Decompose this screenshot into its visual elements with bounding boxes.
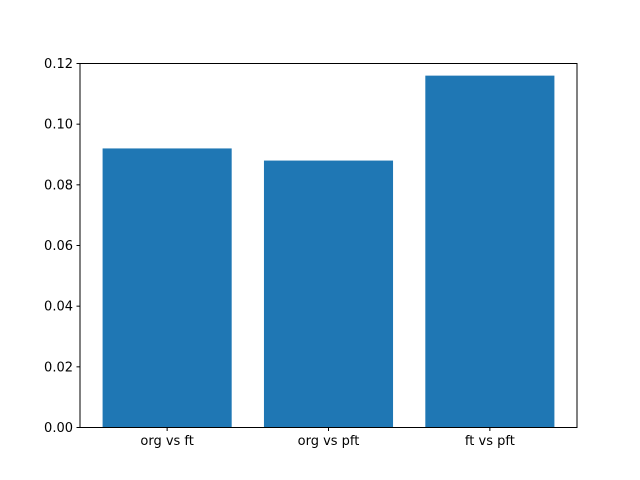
bar: [102, 148, 232, 428]
x-tick-label: ft vs pft: [465, 434, 515, 449]
y-tick-label: 0.12: [44, 57, 73, 72]
bar: [425, 75, 555, 428]
bar: [263, 160, 394, 428]
y-tick-label: 0.00: [44, 421, 73, 436]
x-tick-label: org vs ft: [140, 434, 194, 449]
y-tick-label: 0.02: [44, 360, 73, 375]
y-tick-label: 0.06: [44, 239, 73, 254]
x-tick-label: org vs pft: [298, 434, 360, 449]
y-tick-label: 0.10: [44, 118, 73, 133]
y-tick-label: 0.08: [44, 178, 73, 193]
y-tick-label: 0.04: [44, 300, 73, 315]
